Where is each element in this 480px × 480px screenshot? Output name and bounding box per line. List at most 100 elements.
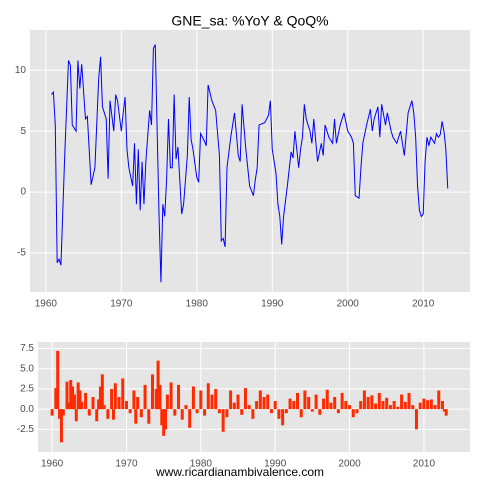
bar — [154, 388, 158, 410]
bar — [214, 388, 218, 410]
bar — [247, 405, 251, 410]
bar — [50, 409, 54, 416]
bar — [169, 382, 173, 410]
bar — [191, 386, 195, 410]
x-tick-label: 2010 — [412, 299, 435, 310]
bar — [266, 394, 270, 410]
bar — [84, 392, 88, 410]
bar — [78, 390, 82, 410]
bar — [91, 397, 95, 410]
source: www.ricardianambivalence.com — [155, 465, 324, 479]
bar — [162, 409, 166, 436]
bar — [110, 388, 114, 410]
bar — [59, 409, 63, 443]
bar — [160, 409, 164, 426]
bar — [69, 380, 73, 410]
bar — [56, 350, 60, 410]
bar — [348, 405, 352, 410]
bar — [359, 401, 363, 410]
bar — [392, 401, 396, 410]
bar — [314, 394, 318, 410]
x-tick-label: 1980 — [190, 459, 213, 470]
bar — [58, 409, 62, 419]
bar — [100, 374, 104, 410]
bar — [177, 384, 181, 410]
bar — [136, 397, 140, 410]
bar — [318, 409, 322, 415]
bar — [54, 388, 58, 410]
bar — [303, 390, 307, 410]
bar — [396, 406, 400, 410]
bar — [243, 388, 247, 410]
y-tick-label: 2.5 — [20, 384, 34, 395]
bar — [72, 394, 76, 410]
y-tick-label: -2.5 — [17, 424, 35, 435]
bar — [366, 397, 370, 410]
y-tick-label: 5 — [20, 126, 26, 137]
bar — [284, 409, 288, 414]
bar — [188, 409, 192, 428]
data-line — [51, 44, 449, 283]
bar — [336, 409, 340, 414]
bar — [180, 409, 184, 420]
bar — [67, 402, 71, 410]
bar — [307, 397, 311, 410]
bar — [322, 398, 326, 410]
bar — [156, 360, 160, 410]
bar — [199, 390, 203, 410]
bar — [407, 392, 411, 410]
bar — [147, 409, 151, 424]
y-tick-label: 5.0 — [20, 363, 34, 374]
bar — [251, 409, 255, 419]
bar — [414, 409, 418, 430]
bar — [370, 395, 374, 410]
x-tick-label: 2010 — [413, 459, 436, 470]
x-tick-label: 1970 — [110, 299, 133, 310]
bar — [437, 390, 441, 410]
bar — [203, 409, 207, 416]
bar — [429, 399, 433, 410]
bar — [388, 405, 392, 410]
bar — [61, 409, 65, 416]
bar — [151, 374, 155, 410]
bar — [95, 409, 99, 422]
bar — [362, 390, 366, 410]
chart-title: GNE_sa: %YoY & QoQ% — [171, 13, 328, 29]
bar — [255, 401, 259, 410]
bar — [422, 398, 426, 410]
bar — [139, 409, 143, 418]
bar — [158, 384, 162, 410]
bar — [295, 392, 299, 410]
bar — [329, 402, 333, 410]
bar — [132, 390, 136, 410]
y-tick-label: 10 — [15, 65, 27, 76]
bar — [269, 409, 273, 414]
x-tick-label: 1960 — [35, 299, 58, 310]
bar — [206, 383, 210, 410]
bar — [225, 409, 229, 418]
bar — [65, 381, 69, 410]
bar — [351, 409, 355, 418]
bar — [98, 386, 102, 410]
bar — [113, 383, 117, 410]
bar — [426, 400, 430, 410]
y-tick-label: 0 — [20, 187, 26, 198]
bar — [102, 405, 106, 410]
x-tick-label: 1970 — [115, 459, 138, 470]
bar — [440, 401, 444, 410]
bar — [106, 409, 110, 419]
x-tick-label: 1960 — [41, 459, 64, 470]
bar — [442, 409, 446, 412]
bar — [411, 405, 415, 410]
plot-background — [30, 30, 470, 292]
bar — [344, 401, 348, 410]
x-tick-label: 1990 — [264, 459, 287, 470]
bar — [292, 401, 296, 410]
bar — [444, 409, 448, 416]
bar — [97, 399, 101, 410]
y-tick-label: 7.5 — [20, 343, 34, 354]
bar — [87, 409, 91, 416]
bar — [433, 405, 437, 410]
bar — [418, 402, 422, 410]
